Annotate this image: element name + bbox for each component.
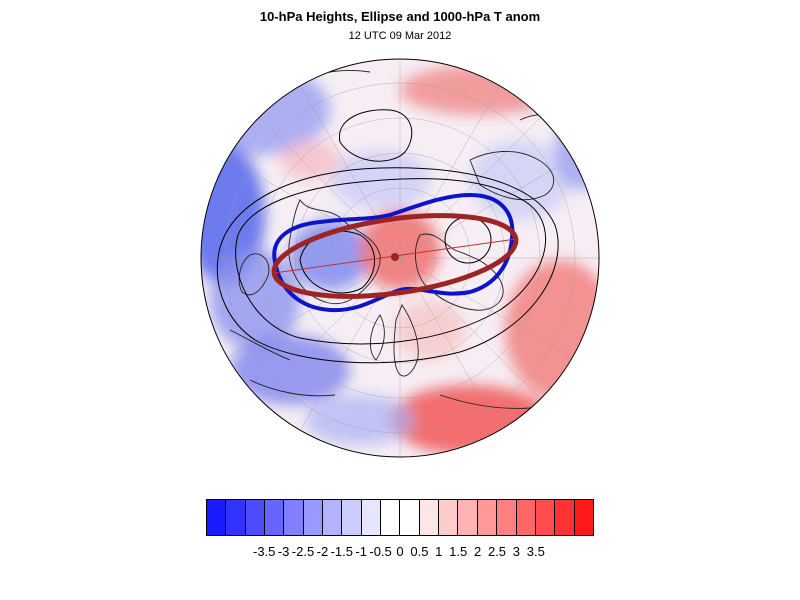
colorbar-tick-label: -0.5 <box>369 544 392 559</box>
map-title: 10-hPa Heights, Ellipse and 1000-hPa T a… <box>259 9 541 24</box>
colorbar-swatch <box>574 500 593 535</box>
colorbar-swatch <box>497 500 517 535</box>
colorbar-tick-label: -2 <box>316 544 329 559</box>
colorbar-tick-label: 0 <box>396 544 404 559</box>
colorbar-tick-label: -1 <box>355 544 367 559</box>
colorbar-tick-label: 2.5 <box>487 544 507 559</box>
map-border <box>200 58 600 458</box>
colorbar-tick-label: 1 <box>435 544 443 559</box>
colorbar-tick-label: 2 <box>473 544 482 559</box>
colorbar-swatch <box>477 500 498 535</box>
colorbar-swatch <box>458 500 478 535</box>
colorbar-swatch <box>303 500 324 535</box>
colorbar-swatch <box>207 500 227 535</box>
colorbar-tick-label: 3.5 <box>526 544 545 559</box>
colorbar-swatch <box>555 500 575 535</box>
colorbar-tick-label: 0.5 <box>410 544 429 559</box>
colorbar-tick-label: 3 <box>512 544 521 559</box>
colorbar-swatch <box>323 500 343 535</box>
colorbar-tick-label: -1.5 <box>330 544 353 559</box>
colorbar-swatch <box>226 500 246 535</box>
colorbar-swatch <box>439 500 459 535</box>
graticule <box>201 59 599 457</box>
map-subtitle: 12 UTC 09 Mar 2012 <box>348 30 452 42</box>
colorbar-tick-label: -3.5 <box>252 544 276 559</box>
colorbar-tick-label: -2.5 <box>291 544 315 559</box>
colorbar-labels: -3.5 -3 -2.5 -2 -1.5 -1 -0.5 0 0.5 1 1.5 2 2.5 3 3.5 <box>0 544 800 560</box>
colorbar-swatch <box>381 500 401 535</box>
colorbar-swatch <box>361 500 382 535</box>
colorbar-tick-label: 1.5 <box>449 544 468 559</box>
colorbar <box>206 499 594 536</box>
colorbar-swatch <box>265 500 285 535</box>
colorbar-swatch <box>245 500 266 535</box>
colorbar-swatch <box>342 500 362 535</box>
ellipse-center <box>391 253 399 261</box>
colorbar-swatch <box>516 500 536 535</box>
colorbar-tick-label: -3 <box>277 544 290 559</box>
colorbar-swatch <box>400 500 420 535</box>
colorbar-swatch <box>419 500 440 535</box>
blue-height-contour <box>272 192 515 313</box>
colorbar-swatch <box>284 500 304 535</box>
colorbar-swatch <box>535 500 556 535</box>
